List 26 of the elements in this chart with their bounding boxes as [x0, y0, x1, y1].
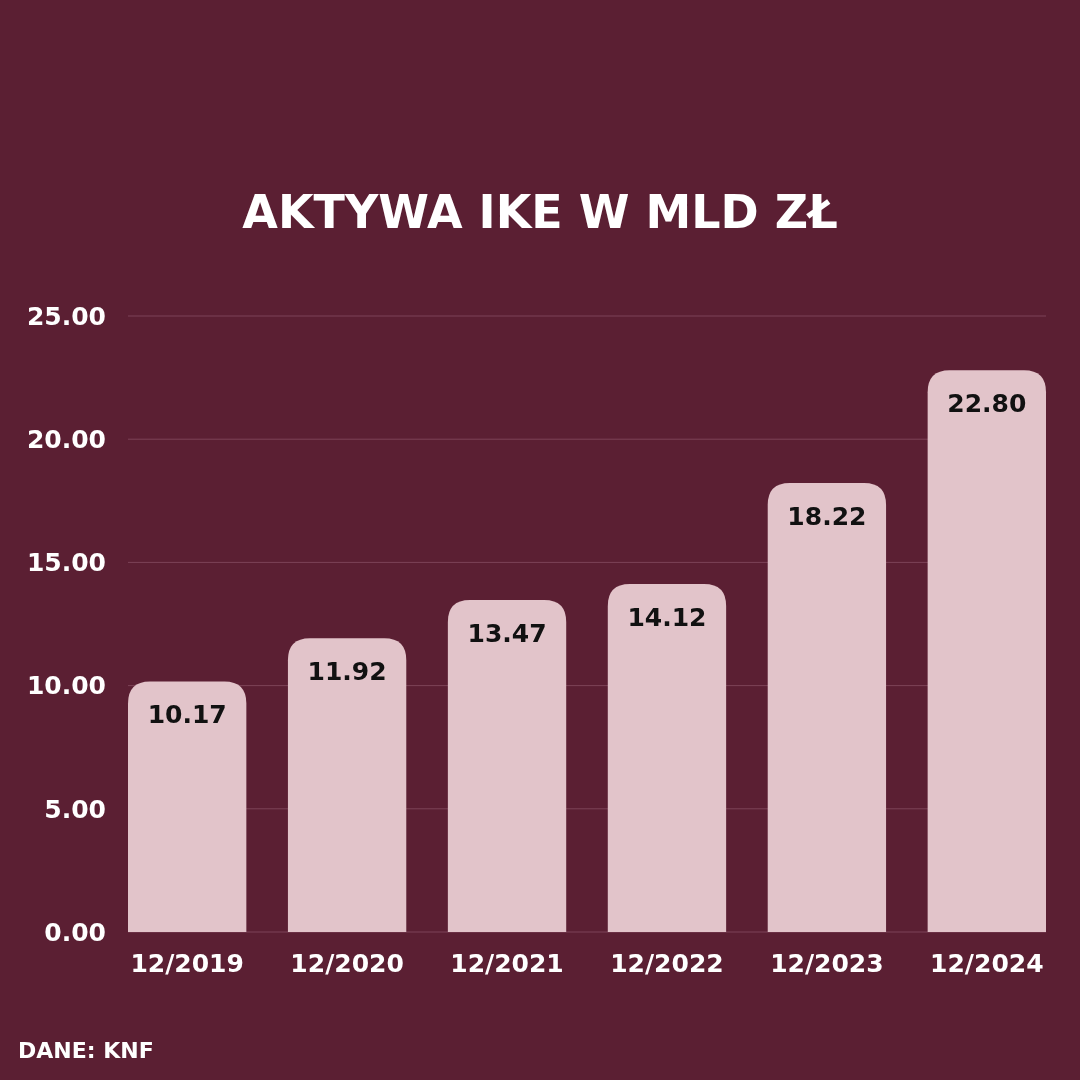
bar	[287, 638, 407, 932]
data-label: 18.22	[787, 502, 867, 532]
bar	[767, 483, 887, 932]
bar	[927, 370, 1046, 932]
chart-title: AKTYWA IKE W MLD ZŁ	[242, 185, 838, 239]
y-tick-label: 10.00	[26, 671, 106, 701]
y-tick-label: 15.00	[26, 548, 106, 578]
y-tick-label: 20.00	[26, 424, 106, 454]
x-tick-label: 12/2020	[290, 949, 404, 978]
data-label: 11.92	[307, 657, 387, 687]
bar	[128, 681, 247, 932]
bar	[447, 600, 567, 932]
y-tick-label: 25.00	[26, 301, 106, 331]
bar	[607, 584, 727, 932]
data-label: 14.12	[627, 603, 707, 633]
data-label: 22.80	[947, 389, 1027, 419]
text: DANE: KNF	[18, 1038, 154, 1063]
x-tick-label: 12/2021	[450, 949, 564, 978]
y-tick-label: 0.00	[44, 917, 106, 947]
x-tick-label: 12/2019	[130, 949, 244, 978]
data-label: 13.47	[467, 619, 547, 649]
x-tick-label: 12/2023	[770, 949, 884, 978]
y-tick-label: 5.00	[44, 794, 106, 824]
x-tick-label: 12/2022	[610, 949, 724, 978]
data-label: 10.17	[147, 700, 227, 730]
x-tick-label: 12/2024	[930, 949, 1044, 978]
